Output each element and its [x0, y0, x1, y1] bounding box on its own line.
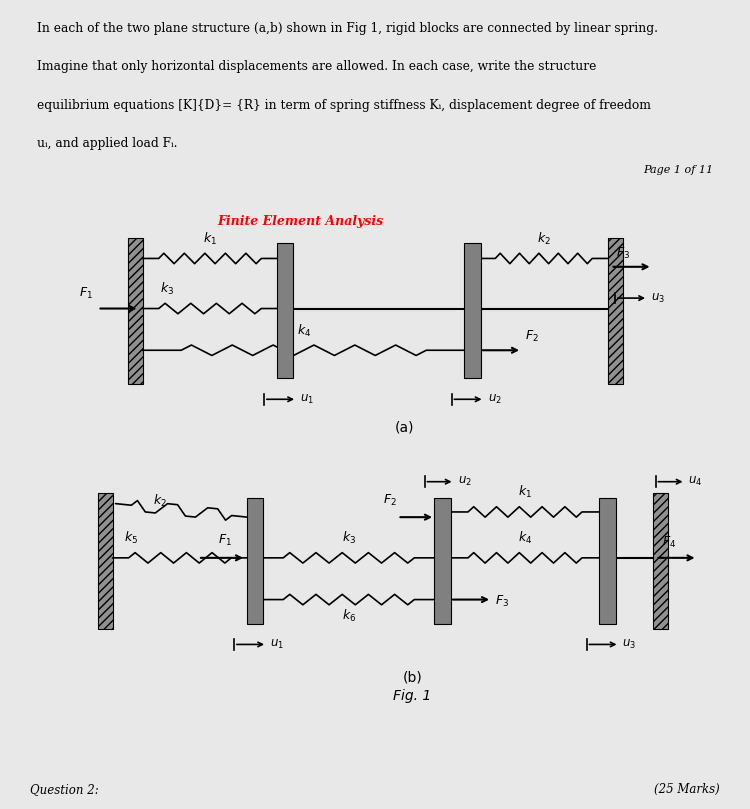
- Bar: [434, 498, 451, 624]
- Text: $F_2$: $F_2$: [383, 493, 397, 508]
- Text: $k_3$: $k_3$: [160, 281, 175, 297]
- Text: $F_4$: $F_4$: [662, 535, 676, 549]
- Text: $u_4$: $u_4$: [688, 475, 703, 489]
- Text: $F_3$: $F_3$: [495, 594, 509, 609]
- Text: $k_3$: $k_3$: [342, 530, 355, 546]
- Bar: [652, 493, 668, 629]
- Text: $k_2$: $k_2$: [537, 231, 550, 247]
- Text: In each of the two plane structure (a,b) shown in Fig 1, rigid blocks are connec: In each of the two plane structure (a,b)…: [37, 22, 658, 35]
- Text: $k_2$: $k_2$: [153, 493, 166, 509]
- Text: $k_1$: $k_1$: [518, 485, 532, 501]
- Text: $F_1$: $F_1$: [218, 533, 232, 549]
- Bar: [277, 243, 293, 379]
- Text: (b): (b): [403, 671, 422, 684]
- Text: $u_3$: $u_3$: [651, 291, 665, 305]
- Text: $u_1$: $u_1$: [270, 637, 284, 651]
- Bar: [247, 498, 263, 624]
- Text: $u_2$: $u_2$: [458, 475, 472, 489]
- Text: Page 1 of 11: Page 1 of 11: [644, 165, 713, 175]
- Text: $u_2$: $u_2$: [488, 392, 502, 406]
- Text: Imagine that only horizontal displacements are allowed. In each case, write the : Imagine that only horizontal displacemen…: [37, 61, 596, 74]
- Text: equilibrium equations [K]{D}= {R} in term of spring stiffness Kᵢ, displacement d: equilibrium equations [K]{D}= {R} in ter…: [37, 99, 650, 112]
- Bar: [464, 243, 481, 379]
- Bar: [128, 238, 142, 383]
- Text: $k_4$: $k_4$: [297, 323, 310, 339]
- Bar: [608, 238, 622, 383]
- Text: $k_1$: $k_1$: [203, 231, 217, 247]
- Text: Fig. 1: Fig. 1: [393, 689, 432, 703]
- Text: $F_2$: $F_2$: [525, 329, 538, 344]
- Text: $k_5$: $k_5$: [124, 530, 139, 546]
- Text: (a): (a): [395, 420, 415, 434]
- Text: $F_3$: $F_3$: [616, 245, 631, 260]
- Text: (25 Marks): (25 Marks): [654, 782, 720, 796]
- Text: $u_1$: $u_1$: [300, 392, 314, 406]
- Text: Question 2:: Question 2:: [30, 782, 99, 796]
- Bar: [599, 498, 616, 624]
- Text: $F_1$: $F_1$: [79, 286, 93, 301]
- Text: uᵢ, and applied load Fᵢ.: uᵢ, and applied load Fᵢ.: [37, 137, 177, 150]
- Text: $u_3$: $u_3$: [622, 637, 637, 651]
- Text: Finite Element Analysis: Finite Element Analysis: [217, 215, 383, 228]
- Text: $k_6$: $k_6$: [342, 608, 355, 624]
- Bar: [98, 493, 112, 629]
- Text: $k_4$: $k_4$: [518, 530, 532, 546]
